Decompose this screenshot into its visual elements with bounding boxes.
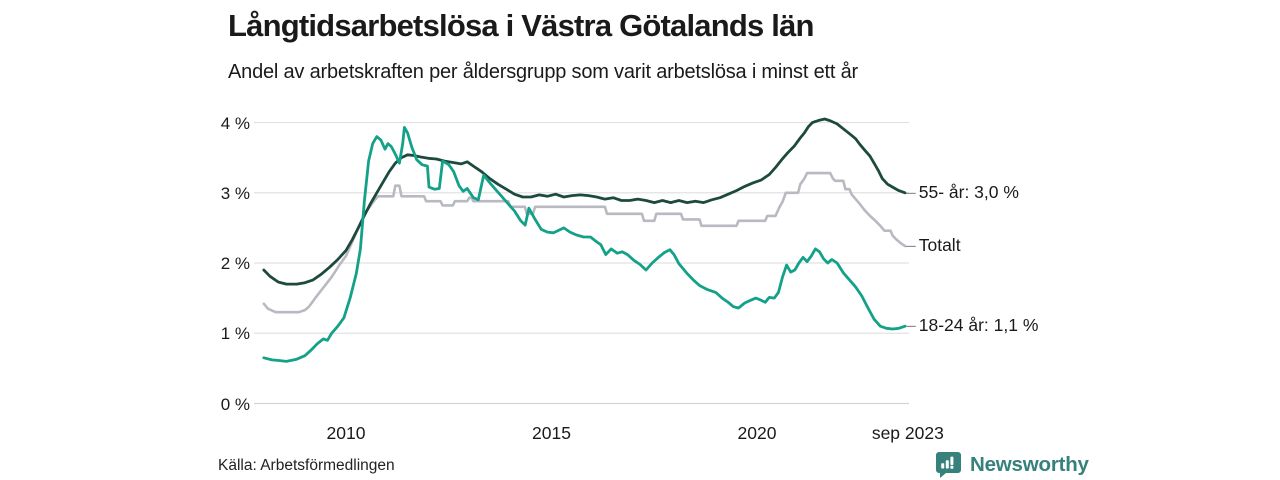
x-tick-label: 2020 [737, 423, 777, 443]
x-tick-label: 2010 [326, 423, 366, 443]
page-subtitle: Andel av arbetskraften per åldersgrupp s… [228, 61, 858, 83]
label-connector-dash: – [906, 315, 916, 336]
end-label-totalt: – Totalt [906, 235, 961, 256]
y-tick-label: 0 % [220, 394, 250, 414]
end-label-text: 18-24 år: 1,1 % [918, 315, 1039, 336]
x-tick-label: 2015 [532, 423, 571, 443]
y-tick-label: 4 % [220, 113, 250, 133]
label-connector-dash: – [906, 235, 916, 256]
source-note: Källa: Arbetsförmedlingen [218, 457, 395, 474]
series-line-55-r [262, 117, 907, 286]
bar-chart-speech-bubble-icon [936, 452, 961, 478]
end-label-55-r: –55- år: 3,0 % [906, 182, 1019, 203]
page-title: Långtidsarbetslösa i Västra Götalands lä… [228, 8, 814, 43]
end-label-text: Totalt [918, 235, 961, 256]
y-tick-label: 3 % [220, 183, 250, 203]
end-label-text: 55- år: 3,0 % [918, 181, 1019, 202]
gridlines [254, 121, 909, 405]
end-label-18-24-r: –18-24 år: 1,1 % [906, 315, 1038, 336]
series-lines [262, 117, 907, 363]
x-tick-label: sep 2023 [871, 423, 944, 443]
y-tick-label: 1 % [220, 324, 250, 344]
newsworthy-logo[interactable]: Newsworthy [935, 451, 1089, 478]
label-connector-dash: – [906, 181, 916, 202]
y-tick-label: 2 % [220, 254, 250, 273]
brand-name: Newsworthy [970, 452, 1089, 476]
series-line-18-24-r [262, 126, 907, 363]
